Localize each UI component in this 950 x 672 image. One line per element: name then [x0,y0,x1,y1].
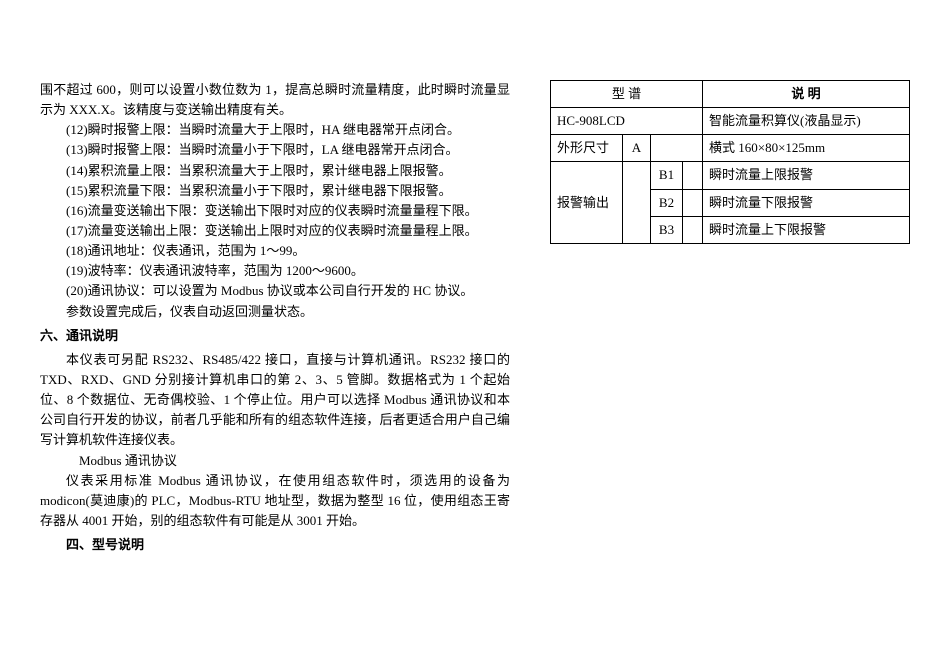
list-item-16: (16)流量变送输出下限：变送输出下限时对应的仪表瞬时流量量程下限。 [40,201,510,221]
list-item-13: (13)瞬时报警上限：当瞬时流量小于下限时，LA 继电器常开点闭合。 [40,140,510,160]
table-header-right: 说 明 [703,81,910,108]
model-spec-table: 型 谱 说 明 HC-908LCD 智能流量积算仪(液晶显示) 外形尺寸 A 横… [550,80,910,244]
table-cell: 瞬时流量下限报警 [703,189,910,216]
section-heading-6: 六、通讯说明 [40,326,510,346]
list-item-17: (17)流量变送输出上限：变送输出上限时对应的仪表瞬时流量量程上限。 [40,221,510,241]
table-cell: 横式 160×80×125mm [703,135,910,162]
paragraph: 本仪表可另配 RS232、RS485/422 接口，直接与计算机通讯。RS232… [40,350,510,451]
right-column: 型 谱 说 明 HC-908LCD 智能流量积算仪(液晶显示) 外形尺寸 A 横… [550,80,910,559]
table-row: 报警输出 B1 瞬时流量上限报警 [551,162,910,189]
table-cell [683,162,703,189]
section-heading-4: 四、型号说明 [66,535,510,555]
table-row: HC-908LCD 智能流量积算仪(液晶显示) [551,108,910,135]
list-item-15: (15)累积流量下限：当累积流量小于下限时，累计继电器下限报警。 [40,181,510,201]
paragraph: Modbus 通讯协议 [40,451,510,471]
list-item-12: (12)瞬时报警上限：当瞬时流量大于上限时，HA 继电器常开点闭合。 [40,120,510,140]
table-cell [683,216,703,243]
table-cell [623,162,651,243]
table-cell: B1 [651,162,683,189]
table-cell: 智能流量积算仪(液晶显示) [703,108,910,135]
paragraph: 参数设置完成后，仪表自动返回测量状态。 [40,302,510,322]
table-cell: 外形尺寸 [551,135,623,162]
list-item-18: (18)通讯地址：仪表通讯，范围为 1～99。 [40,241,510,261]
paragraph: 仪表采用标准 Modbus 通讯协议，在使用组态软件时，须选用的设备为 modi… [40,471,510,531]
table-cell: A [623,135,651,162]
table-cell: 瞬时流量上下限报警 [703,216,910,243]
table-cell: HC-908LCD [551,108,703,135]
left-column: 围不超过 600，则可以设置小数位数为 1，提高总瞬时流量精度，此时瞬时流量显示… [40,80,510,559]
table-cell: B2 [651,189,683,216]
table-cell: 报警输出 [551,162,623,243]
table-cell [651,135,703,162]
table-cell: B3 [651,216,683,243]
table-row: 型 谱 说 明 [551,81,910,108]
table-cell [683,189,703,216]
table-header-left: 型 谱 [551,81,703,108]
list-item-20: (20)通讯协议：可以设置为 Modbus 协议或本公司自行开发的 HC 协议。 [40,281,510,301]
list-item-19: (19)波特率：仪表通讯波特率，范围为 1200～9600。 [40,261,510,281]
table-cell: 瞬时流量上限报警 [703,162,910,189]
list-item-14: (14)累积流量上限：当累积流量大于上限时，累计继电器上限报警。 [40,161,510,181]
table-row: 外形尺寸 A 横式 160×80×125mm [551,135,910,162]
paragraph: 围不超过 600，则可以设置小数位数为 1，提高总瞬时流量精度，此时瞬时流量显示… [40,80,510,120]
